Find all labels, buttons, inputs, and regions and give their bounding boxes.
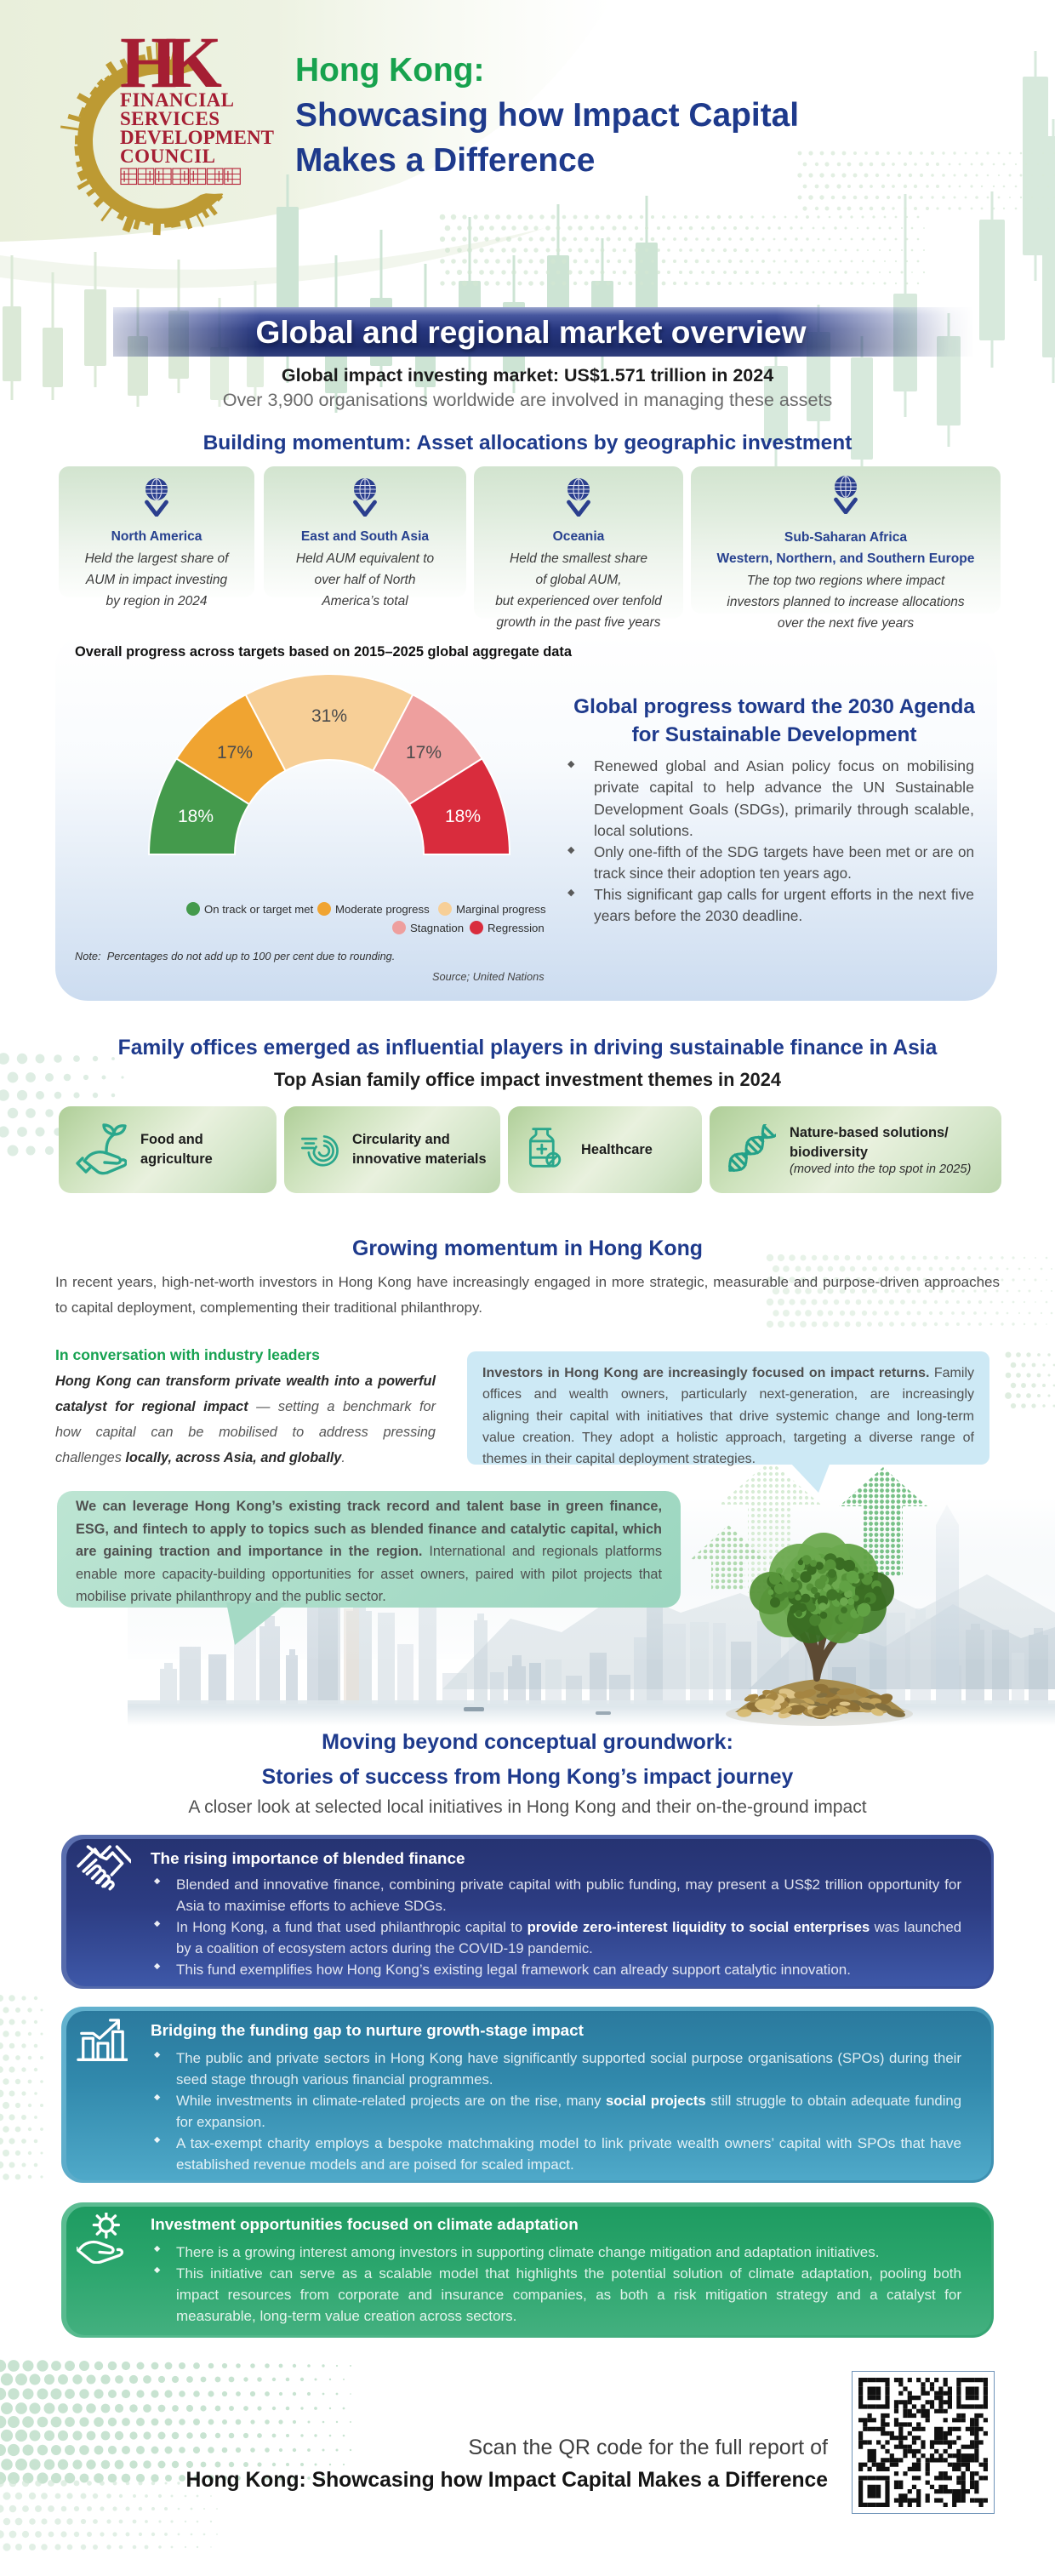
svg-text:17%: 17% [406,743,442,763]
svg-text:SERVICES: SERVICES [120,108,220,129]
svg-text:17%: 17% [217,743,253,763]
svg-text:FINANCIAL: FINANCIAL [120,89,234,111]
svg-text:18%: 18% [445,807,481,826]
svg-text:HK: HK [120,21,222,103]
svg-text:18%: 18% [178,807,214,826]
svg-text:COUNCIL: COUNCIL [120,146,215,167]
svg-text:31%: 31% [311,706,347,726]
svg-text:DEVELOPMENT: DEVELOPMENT [120,127,274,148]
